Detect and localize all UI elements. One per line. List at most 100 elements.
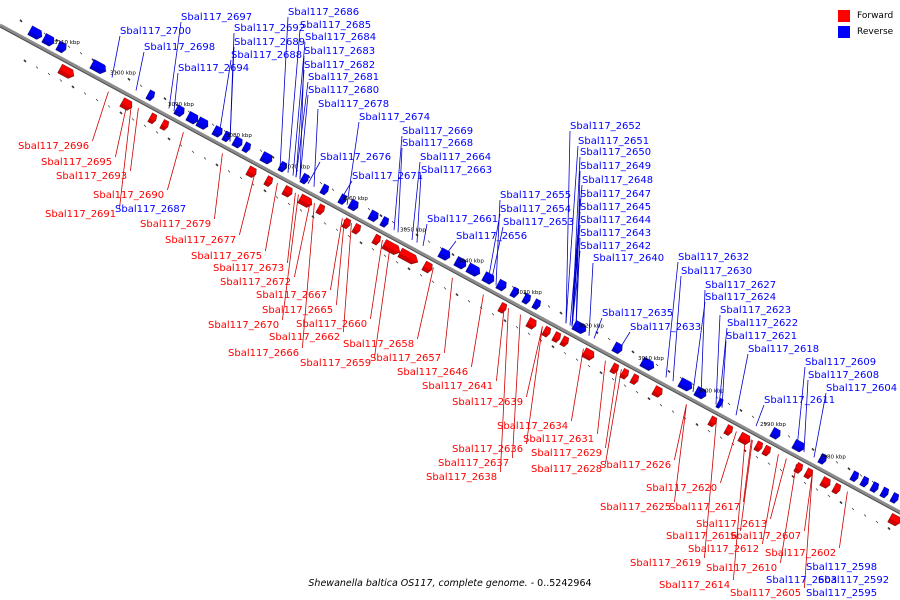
reverse-leader-line <box>672 275 682 382</box>
gene-shading <box>677 382 692 392</box>
gene-shading <box>803 473 812 479</box>
scale-label: 3000 kbp <box>698 389 724 395</box>
forward-gene-glyph <box>803 467 814 480</box>
forward-gene-label: Sbal117_2636 <box>452 444 523 455</box>
forward-gene-label: Sbal117_2638 <box>426 472 497 483</box>
reverse-leader-line <box>569 184 583 326</box>
reverse-gene-label: Sbal117_2680 <box>308 85 379 96</box>
forward-leader-line <box>720 431 737 484</box>
reverse-leader-line <box>313 108 319 187</box>
gene-shading <box>629 378 638 385</box>
forward-leader-line <box>336 219 345 306</box>
gene-shading <box>245 171 256 178</box>
gene-shading <box>889 497 898 504</box>
legend-swatch-reverse <box>838 25 850 38</box>
lower-tick <box>839 500 843 505</box>
forward-gene-glyph <box>629 373 640 385</box>
reverse-gene-glyph <box>299 172 310 185</box>
reverse-gene-glyph <box>347 198 359 212</box>
reverse-gene-label: Sbal117_2649 <box>580 161 651 172</box>
reverse-gene-glyph <box>319 183 330 196</box>
forward-gene-glyph <box>551 331 562 343</box>
forward-leader-line <box>762 454 779 545</box>
reverse-gene-glyph <box>869 481 880 493</box>
gene-shading <box>495 284 506 292</box>
legend-swatch-forward <box>838 9 850 22</box>
forward-leader-line <box>804 472 813 589</box>
forward-gene-glyph <box>351 222 362 235</box>
forward-gene-label: Sbal117_2605 <box>730 588 801 599</box>
reverse-leader-line <box>575 237 581 329</box>
lower-tick <box>371 248 375 251</box>
forward-leader-line <box>115 101 128 158</box>
upper-tick <box>547 305 551 308</box>
upper-tick <box>811 447 815 451</box>
lower-tick <box>575 358 579 361</box>
caption-range: - 0..5242964 <box>527 578 592 589</box>
reverse-leader-line <box>168 21 182 109</box>
gene-shading <box>611 347 622 354</box>
lower-tick <box>527 332 531 335</box>
gene-shading <box>849 475 858 482</box>
lower-tick <box>491 312 495 316</box>
reverse-leader-line <box>173 72 179 112</box>
reverse-gene-glyph <box>55 40 67 54</box>
lower-tick <box>599 371 603 375</box>
reverse-gene-label: Sbal117_2644 <box>580 215 651 226</box>
reverse-gene-glyph <box>879 486 890 499</box>
gene-shading <box>609 368 618 374</box>
forward-leader-line <box>417 267 434 340</box>
gene-shading <box>817 458 826 465</box>
forward-gene-label: Sbal117_2641 <box>422 381 493 392</box>
reverse-gene-label: Sbal117_2604 <box>826 383 897 394</box>
forward-gene-label: Sbal117_2657 <box>370 353 441 364</box>
forward-gene-label: Sbal117_2677 <box>165 235 236 246</box>
forward-gene-label: Sbal117_2626 <box>600 460 671 471</box>
upper-tick <box>739 408 743 412</box>
reverse-gene-label: Sbal117_2686 <box>288 7 359 18</box>
lower-tick <box>347 235 351 238</box>
lower-tick <box>119 111 123 115</box>
reverse-gene-label: Sbal117_2681 <box>308 72 379 83</box>
upper-tick <box>847 467 851 471</box>
gene-shading <box>381 244 400 255</box>
forward-leader-line <box>839 491 848 549</box>
scale-label: 2990 kbp <box>760 422 786 428</box>
reverse-gene-label: Sbal117_2652 <box>570 121 641 132</box>
gene-shading <box>221 136 230 142</box>
lower-tick <box>779 468 783 472</box>
reverse-gene-label: Sbal117_2678 <box>318 99 389 110</box>
forward-gene-glyph <box>397 247 419 265</box>
forward-gene-glyph <box>619 367 630 380</box>
scale-label: 3010 kbp <box>638 356 664 362</box>
reverse-gene-glyph <box>221 130 232 143</box>
forward-gene-label: Sbal117_2617 <box>669 502 740 513</box>
upper-tick <box>271 155 275 159</box>
upper-tick <box>859 474 863 477</box>
gene-shading <box>55 46 66 53</box>
forward-gene-label: Sbal117_2695 <box>41 157 112 168</box>
reverse-gene-glyph <box>849 470 860 483</box>
reverse-gene-label: Sbal117_2595 <box>806 588 877 599</box>
reverse-gene-glyph <box>509 286 520 299</box>
forward-leader-line <box>605 369 622 465</box>
gene-shading <box>41 38 54 47</box>
forward-leader-line <box>780 463 797 564</box>
forward-gene-label: Sbal117_2629 <box>531 448 602 459</box>
reverse-gene-label: Sbal117_2653 <box>503 217 574 228</box>
reverse-gene-label: Sbal117_2623 <box>720 305 791 316</box>
reverse-leader-line <box>299 94 309 180</box>
forward-leader-line <box>119 104 132 210</box>
lower-tick <box>239 176 243 180</box>
lower-tick <box>827 494 831 498</box>
gene-shading <box>241 146 250 153</box>
forward-leader-line <box>265 183 278 252</box>
reverse-leader-line <box>292 41 306 176</box>
gene-shading <box>211 130 222 138</box>
lower-tick <box>467 299 471 303</box>
reverse-gene-label: Sbal117_2685 <box>300 20 371 31</box>
forward-gene-label: Sbal117_2691 <box>45 209 116 220</box>
forward-leader-line <box>444 277 453 354</box>
gene-shading <box>299 178 308 185</box>
reverse-gene-glyph <box>259 151 273 165</box>
